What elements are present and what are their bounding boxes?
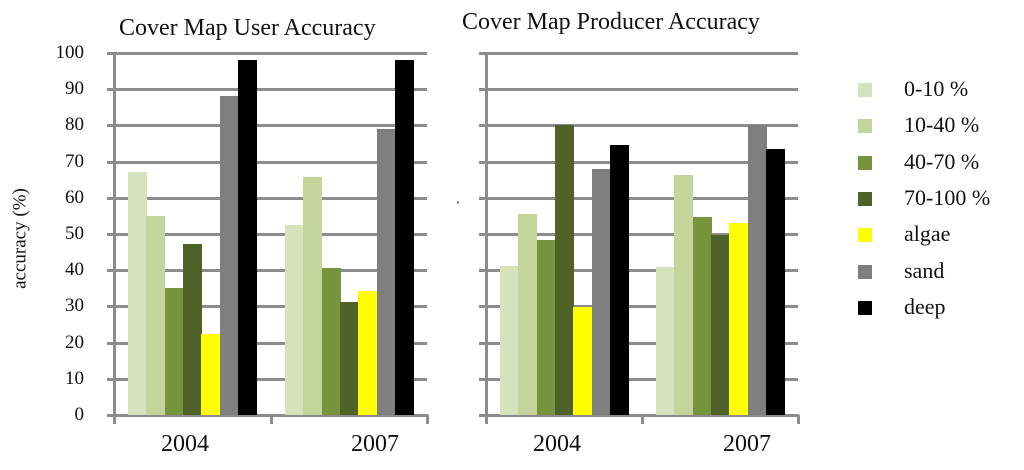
legend-swatch <box>858 83 872 97</box>
gridline <box>479 341 798 345</box>
gridline <box>107 52 427 55</box>
legend-label: deep <box>904 293 946 319</box>
legend-swatch <box>858 228 872 243</box>
bar-sand-2004 <box>219 96 239 415</box>
gridline <box>107 88 427 92</box>
y-tick-label: 70 <box>65 150 84 172</box>
legend-swatch <box>858 264 872 279</box>
bar-0-10-2007 <box>656 266 675 415</box>
bar-40-70-2007 <box>692 216 712 415</box>
bar-algae-2004 <box>201 333 221 415</box>
bar-deep-2004 <box>237 60 257 415</box>
y-tick-label: 60 <box>65 186 84 208</box>
y-tick-label: 30 <box>65 295 84 317</box>
bar-deep-2007 <box>394 60 414 415</box>
bar-10-40-2007 <box>303 177 323 415</box>
bar-10-40-2007 <box>674 174 694 415</box>
y-tick-label: 10 <box>65 367 84 389</box>
legend-swatch <box>858 155 872 170</box>
y-tick-label: 100 <box>55 42 85 63</box>
y-axis <box>113 52 116 424</box>
user-x-label-2004: 2004 <box>161 431 209 457</box>
producer-x-label-2007: 2007 <box>723 431 771 457</box>
y-tick-label: 40 <box>65 259 84 281</box>
x-tick <box>270 415 273 424</box>
gridline <box>479 124 798 128</box>
gridline <box>107 196 427 200</box>
y-tick-label: 90 <box>65 78 84 100</box>
y-tick-label: 0 <box>74 404 85 425</box>
bar-70-100-2004 <box>182 243 202 415</box>
gridline <box>479 52 798 55</box>
legend-swatch <box>858 191 872 206</box>
bar-sand-2007 <box>747 125 767 415</box>
gridline <box>479 88 798 92</box>
producer-x-label-2004: 2004 <box>533 431 581 457</box>
x-axis <box>479 414 799 417</box>
bar-algae-2007 <box>358 290 378 415</box>
x-tick <box>641 415 644 424</box>
bar-40-70-2007 <box>321 268 341 415</box>
gridline <box>479 377 798 381</box>
bar-70-100-2007 <box>710 235 730 415</box>
legend-swatch <box>858 119 872 134</box>
bar-0-10-2007 <box>285 224 304 415</box>
x-tick <box>797 415 800 424</box>
legend-label: 40-70 % <box>904 148 980 174</box>
y-tick-label: 80 <box>65 114 84 136</box>
gridline <box>479 233 798 236</box>
bar-10-40-2004 <box>518 214 538 415</box>
bar-deep-2004 <box>609 144 629 415</box>
user-x-label-2007: 2007 <box>351 431 399 457</box>
bar-sand-2007 <box>376 129 396 415</box>
gridline <box>107 124 427 128</box>
gridline <box>107 305 427 309</box>
bar-0-10-2004 <box>128 172 147 415</box>
x-tick <box>426 415 429 424</box>
legend-swatch <box>858 300 872 315</box>
y-tick-label: 50 <box>65 223 84 244</box>
producer-accuracy-title: Cover Map Producer Accuracy <box>462 9 760 35</box>
bar-70-100-2007 <box>339 302 359 415</box>
x-axis <box>107 414 428 417</box>
stray-mark <box>457 201 459 204</box>
legend-label: 0-10 % <box>904 76 969 101</box>
bar-deep-2007 <box>765 148 785 415</box>
gridline <box>479 196 798 200</box>
bar-10-40-2004 <box>146 215 166 415</box>
gridline <box>107 160 427 164</box>
legend-label: 70-100 % <box>904 184 991 210</box>
bar-algae-2004 <box>573 307 593 415</box>
legend-label: algae <box>904 221 951 247</box>
legend-label: sand <box>904 257 945 283</box>
gridline <box>107 377 427 381</box>
y-axis <box>485 52 488 424</box>
y-axis-label: accuracy (%) <box>9 188 31 289</box>
gridline <box>107 269 427 273</box>
bar-40-70-2004 <box>164 288 184 415</box>
gridline <box>107 341 427 345</box>
y-tick-label: 20 <box>65 331 84 353</box>
legend-label: 10-40 % <box>904 112 980 138</box>
gridline <box>479 269 798 273</box>
gridline <box>479 305 798 309</box>
bar-0-10-2004 <box>500 265 519 415</box>
gridline <box>479 160 798 164</box>
gridline <box>107 233 427 236</box>
user-accuracy-title: Cover Map User Accuracy <box>119 15 376 41</box>
bar-algae-2007 <box>729 223 749 415</box>
bar-sand-2004 <box>591 168 611 415</box>
bar-70-100-2004 <box>554 125 574 415</box>
bar-40-70-2004 <box>536 240 556 415</box>
